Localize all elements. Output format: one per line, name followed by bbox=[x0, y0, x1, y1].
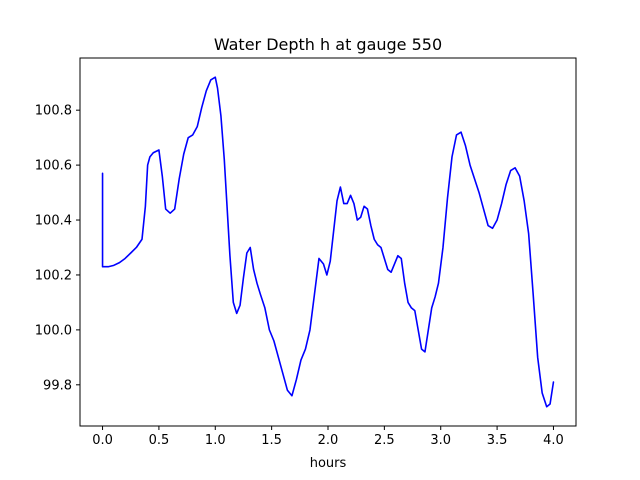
x-tick-label: 4.0 bbox=[543, 433, 564, 448]
plot-area: 0.0 0.5 1.0 1.5 2.0 2.5 3.0 3.5 4.0 99.8 100.0 100.… bbox=[35, 57, 577, 448]
x-tick-label: 3.0 bbox=[430, 433, 451, 448]
y-tick-label: 100.2 bbox=[35, 268, 72, 283]
x-tick-label: 3.5 bbox=[487, 433, 508, 448]
x-tick-label: 0.5 bbox=[149, 433, 170, 448]
x-tick-label: 0.0 bbox=[92, 433, 113, 448]
y-tick-label: 100.6 bbox=[35, 159, 72, 174]
y-tick-label: 100.8 bbox=[35, 104, 72, 119]
y-tick-label: 100.4 bbox=[35, 214, 72, 229]
x-tick-label: 2.5 bbox=[374, 433, 395, 448]
x-axis-label: hours bbox=[310, 456, 347, 471]
y-tick-label: 100.0 bbox=[35, 323, 72, 338]
series-line-0 bbox=[101, 76, 555, 408]
chart-title: Water Depth h at gauge 550 bbox=[214, 35, 442, 54]
x-tick-label: 1.5 bbox=[261, 433, 282, 448]
x-tick-label: 2.0 bbox=[318, 433, 339, 448]
x-tick-label: 1.0 bbox=[205, 433, 226, 448]
y-tick-label: 99.8 bbox=[43, 378, 72, 393]
